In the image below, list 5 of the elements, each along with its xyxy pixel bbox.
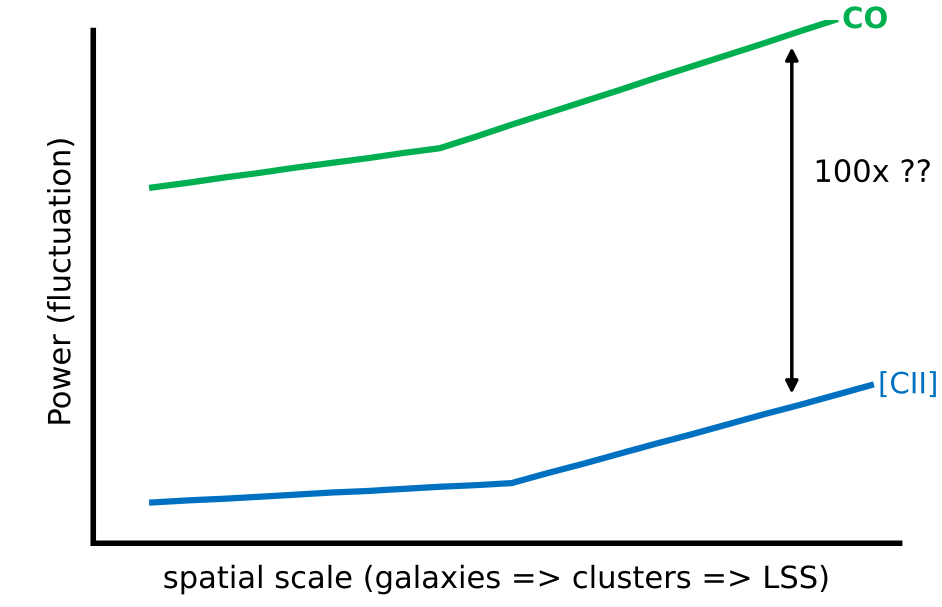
y-axis-title: Power (fluctuation) [47, 139, 74, 424]
series-label: CO [844, 6, 887, 28]
series-label: [CII] [880, 371, 936, 398]
x-axis-title: spatial scale (galaxies => clusters => LSS) [164, 564, 828, 594]
annotation: 100x ?? [816, 159, 930, 182]
